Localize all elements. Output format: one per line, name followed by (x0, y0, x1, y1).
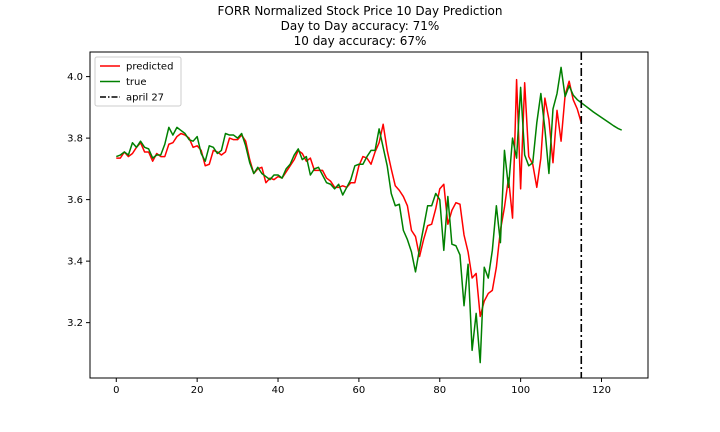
legend-label: true (126, 77, 147, 88)
x-tick-label: 120 (592, 385, 611, 396)
x-tick-label: 40 (272, 385, 285, 396)
chart-title: FORR Normalized Stock Price 10 Day Predi… (217, 4, 503, 18)
series-line-true (116, 66, 623, 364)
y-tick-label: 4.0 (67, 72, 83, 83)
y-tick-label: 3.4 (67, 257, 83, 268)
plot-area-frame (89, 51, 649, 379)
chart-subtitle-ten-day-accuracy: 10 day accuracy: 67% (293, 34, 427, 48)
legend-label: predicted (126, 62, 173, 73)
legend-label: april 27 (126, 93, 164, 104)
series-line-predicted (116, 78, 582, 318)
y-tick-label: 3.6 (67, 195, 83, 206)
x-tick-label: 20 (191, 385, 204, 396)
chart-subtitle-day-accuracy: Day to Day accuracy: 71% (280, 19, 440, 33)
x-tick-label: 80 (433, 385, 446, 396)
x-tick-label: 60 (353, 385, 366, 396)
x-tick-label: 0 (113, 385, 119, 396)
legend-box (94, 56, 182, 107)
y-tick-label: 3.8 (67, 134, 83, 145)
x-tick-label: 100 (511, 385, 530, 396)
y-tick-label: 3.2 (67, 318, 83, 329)
